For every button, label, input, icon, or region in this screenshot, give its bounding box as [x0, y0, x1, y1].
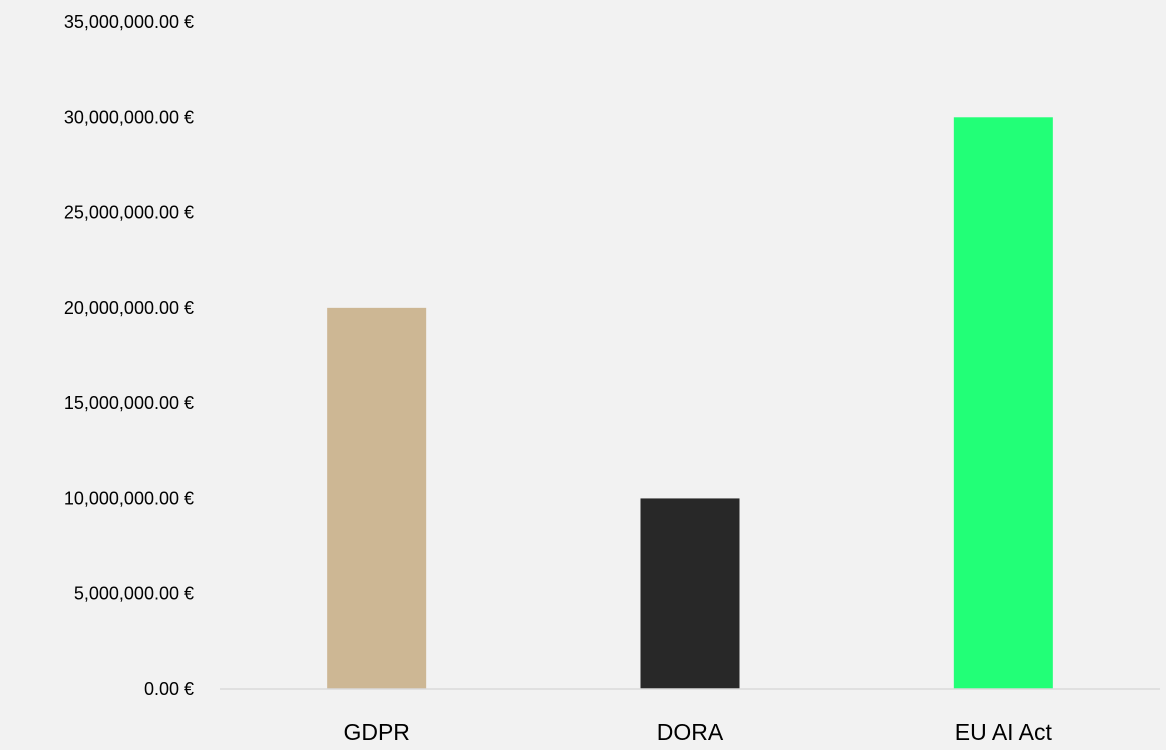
bar-dora: [640, 498, 740, 689]
y-axis-tick-labels: 0.00 € 5,000,000.00 € 10,000,000.00 € 15,00…: [64, 12, 194, 699]
y-tick-label: 15,000,000.00 €: [64, 393, 194, 413]
y-tick-label: 25,000,000.00 €: [64, 203, 194, 223]
x-category-label: GDPR: [343, 719, 409, 745]
x-category-label: EU AI Act: [955, 719, 1053, 745]
y-tick-label: 5,000,000.00 €: [74, 584, 194, 604]
bar-group: [327, 117, 1053, 690]
y-tick-label: 0.00 €: [144, 679, 194, 699]
y-tick-label: 10,000,000.00 €: [64, 488, 194, 508]
bar-gdpr: [327, 307, 427, 689]
y-tick-label: 30,000,000.00 €: [64, 107, 194, 127]
y-tick-label: 20,000,000.00 €: [64, 298, 194, 318]
x-axis-category-labels: GDPR DORA EU AI Act: [343, 719, 1052, 745]
y-tick-label: 35,000,000.00 €: [64, 12, 194, 32]
bar-eu-ai-act: [953, 117, 1053, 690]
x-category-label: DORA: [657, 719, 724, 745]
